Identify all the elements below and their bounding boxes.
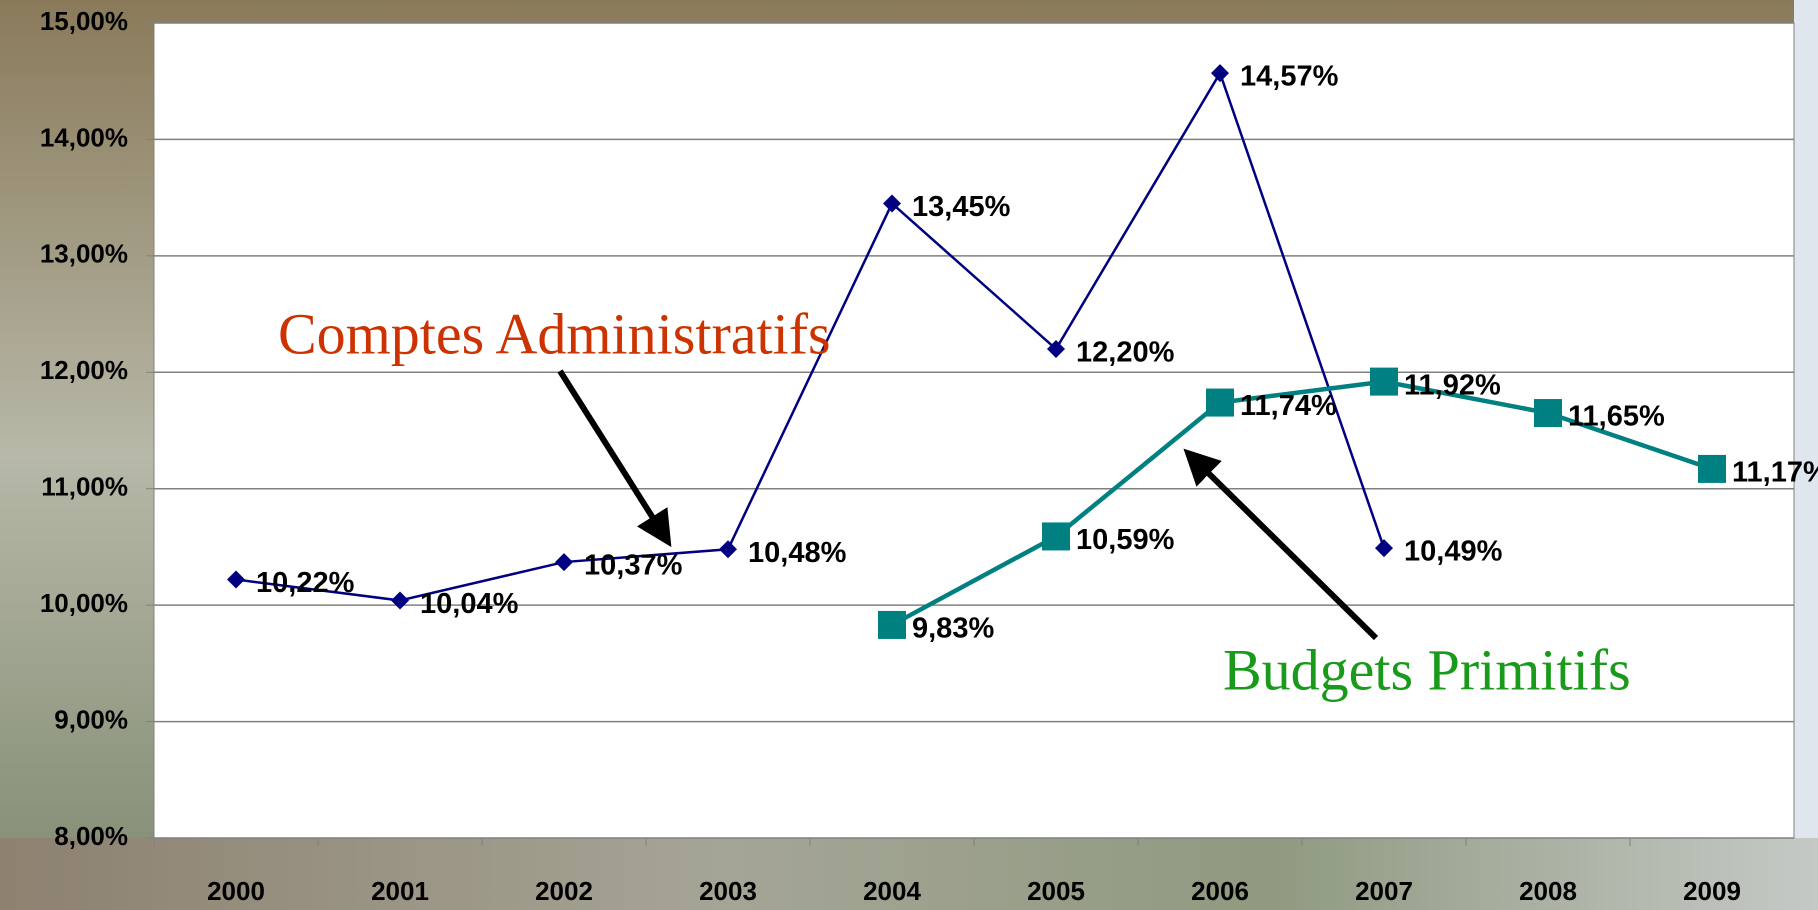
marker bbox=[1206, 388, 1234, 417]
y-tick-label: 9,00% bbox=[54, 704, 128, 734]
x-tick-label: 2009 bbox=[1683, 876, 1741, 906]
marker bbox=[1211, 64, 1229, 83]
marker bbox=[1375, 539, 1393, 558]
data-label: 10,04% bbox=[420, 588, 519, 620]
x-tick-label: 2007 bbox=[1355, 876, 1413, 906]
y-tick-label: 8,00% bbox=[54, 821, 128, 851]
annotation: Budgets Primitifs bbox=[1223, 637, 1631, 702]
marker bbox=[227, 570, 245, 589]
series: 10,22% 10,04% 10,37% 10,48% 13,45% 12,20% 14,5… bbox=[227, 61, 1818, 645]
background-bottom bbox=[0, 838, 1818, 910]
x-tick-label: 2001 bbox=[371, 876, 429, 906]
y-tick-label: 12,00% bbox=[40, 355, 128, 385]
data-label: 11,74% bbox=[1240, 390, 1337, 422]
background-right bbox=[1794, 0, 1818, 838]
data-label: 11,17% bbox=[1732, 457, 1818, 489]
y-tick-label: 10,00% bbox=[40, 588, 128, 618]
marker bbox=[391, 591, 409, 610]
marker bbox=[878, 610, 906, 639]
x-tick-label: 2006 bbox=[1191, 876, 1249, 906]
series-line bbox=[235, 70, 1386, 602]
x-tick-label: 2005 bbox=[1027, 876, 1085, 906]
data-label: 9,83% bbox=[912, 613, 994, 645]
data-label: 10,59% bbox=[1076, 524, 1175, 556]
annotation: Comptes Administratifs bbox=[278, 301, 831, 366]
grid: 8,00% 9,00% 10,00% 11,00% 12,00% 13,00% 14,00%… bbox=[40, 6, 1794, 906]
x-tick-label: 2003 bbox=[699, 876, 757, 906]
y-tick-label: 15,00% bbox=[40, 6, 128, 36]
data-label: 12,20% bbox=[1076, 337, 1175, 369]
plot-area bbox=[153, 22, 1795, 839]
marker bbox=[1698, 454, 1726, 483]
marker bbox=[719, 540, 737, 559]
x-tick-label: 2008 bbox=[1519, 876, 1577, 906]
annotation-arrow bbox=[557, 369, 672, 548]
marker bbox=[555, 553, 573, 572]
marker bbox=[1042, 522, 1070, 551]
y-tick-label: 11,00% bbox=[41, 472, 128, 502]
data-label: 13,45% bbox=[912, 191, 1011, 223]
series-line bbox=[890, 379, 1713, 627]
marker bbox=[1047, 340, 1065, 358]
annotation-arrow bbox=[1183, 448, 1379, 641]
y-tick-label: 13,00% bbox=[40, 239, 128, 269]
x-tick-label: 2004 bbox=[863, 876, 921, 906]
data-label: 10,48% bbox=[748, 537, 847, 569]
data-label: 11,92% bbox=[1404, 369, 1501, 401]
data-label: 10,22% bbox=[256, 567, 355, 599]
data-label: 10,37% bbox=[584, 550, 683, 582]
marker bbox=[883, 194, 901, 213]
marker bbox=[1534, 399, 1562, 428]
data-label: 10,49% bbox=[1404, 536, 1503, 568]
x-tick-label: 2000 bbox=[207, 876, 265, 906]
y-tick-label: 14,00% bbox=[40, 122, 128, 152]
data-label: 11,65% bbox=[1568, 401, 1665, 433]
x-tick-label: 2002 bbox=[535, 876, 593, 906]
data-label: 14,57% bbox=[1240, 61, 1339, 93]
marker bbox=[1370, 367, 1398, 396]
